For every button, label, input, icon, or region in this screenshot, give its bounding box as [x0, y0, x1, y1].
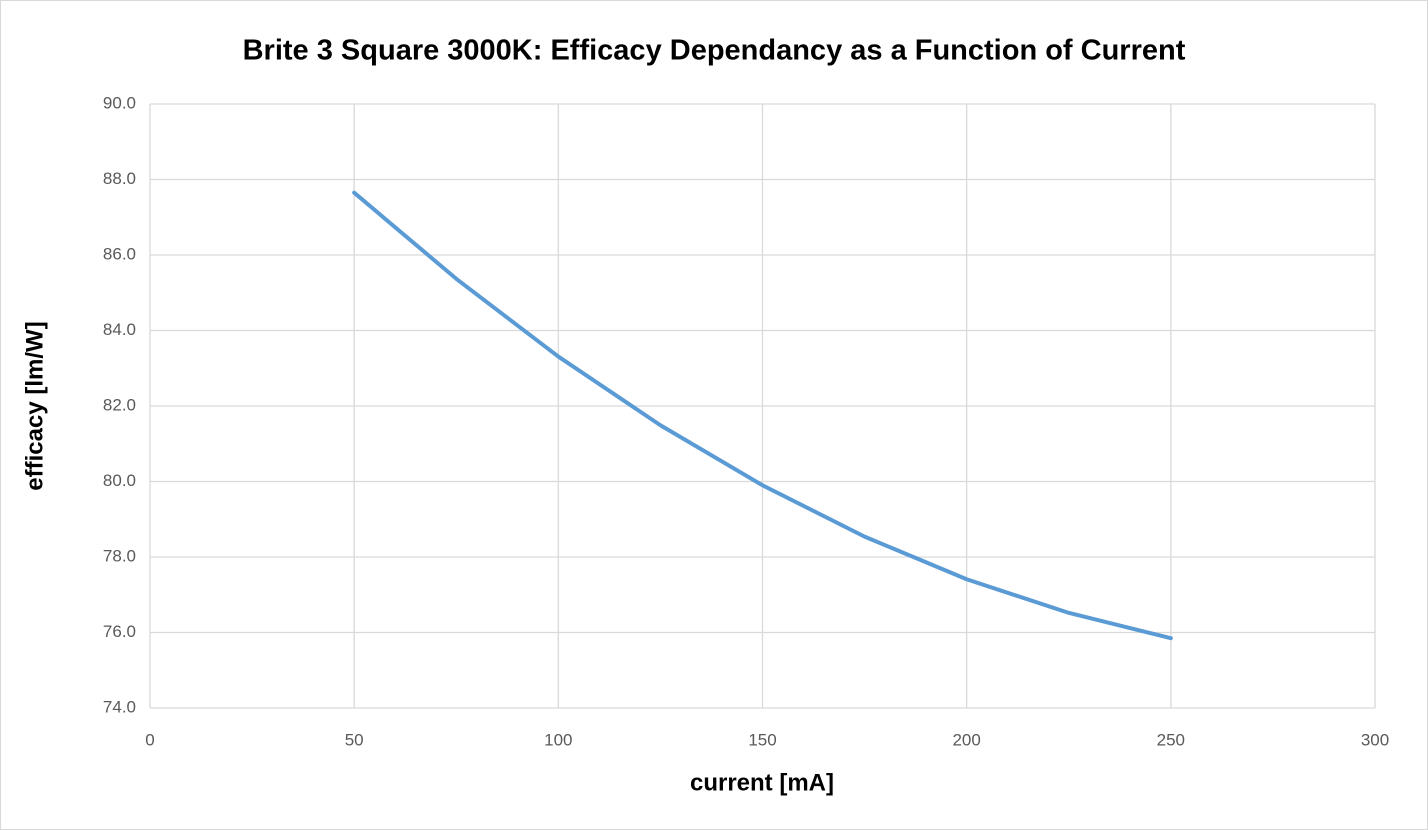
x-tick-label: 0 [145, 730, 154, 749]
y-tick-label: 90.0 [103, 93, 136, 112]
y-tick-label: 76.0 [103, 622, 136, 641]
y-tick-label: 80.0 [103, 471, 136, 490]
x-axis-title: current [mA] [690, 769, 834, 796]
y-axis-title: efficacy [lm/W] [21, 321, 48, 490]
y-tick-label: 78.0 [103, 546, 136, 565]
y-tick-label: 84.0 [103, 320, 136, 339]
x-tick-label: 150 [748, 730, 776, 749]
chart-title: Brite 3 Square 3000K: Efficacy Dependanc… [243, 35, 1186, 67]
y-tick-label: 82.0 [103, 395, 136, 414]
x-tick-label: 300 [1361, 730, 1389, 749]
x-tick-label: 200 [952, 730, 980, 749]
x-tick-label: 100 [544, 730, 572, 749]
x-tick-label: 250 [1157, 730, 1185, 749]
data-line [352, 190, 1173, 641]
x-tick-label: 50 [345, 730, 364, 749]
y-tick-label: 88.0 [103, 169, 136, 188]
y-tick-label: 74.0 [103, 697, 136, 716]
y-tick-label: 86.0 [103, 244, 136, 263]
